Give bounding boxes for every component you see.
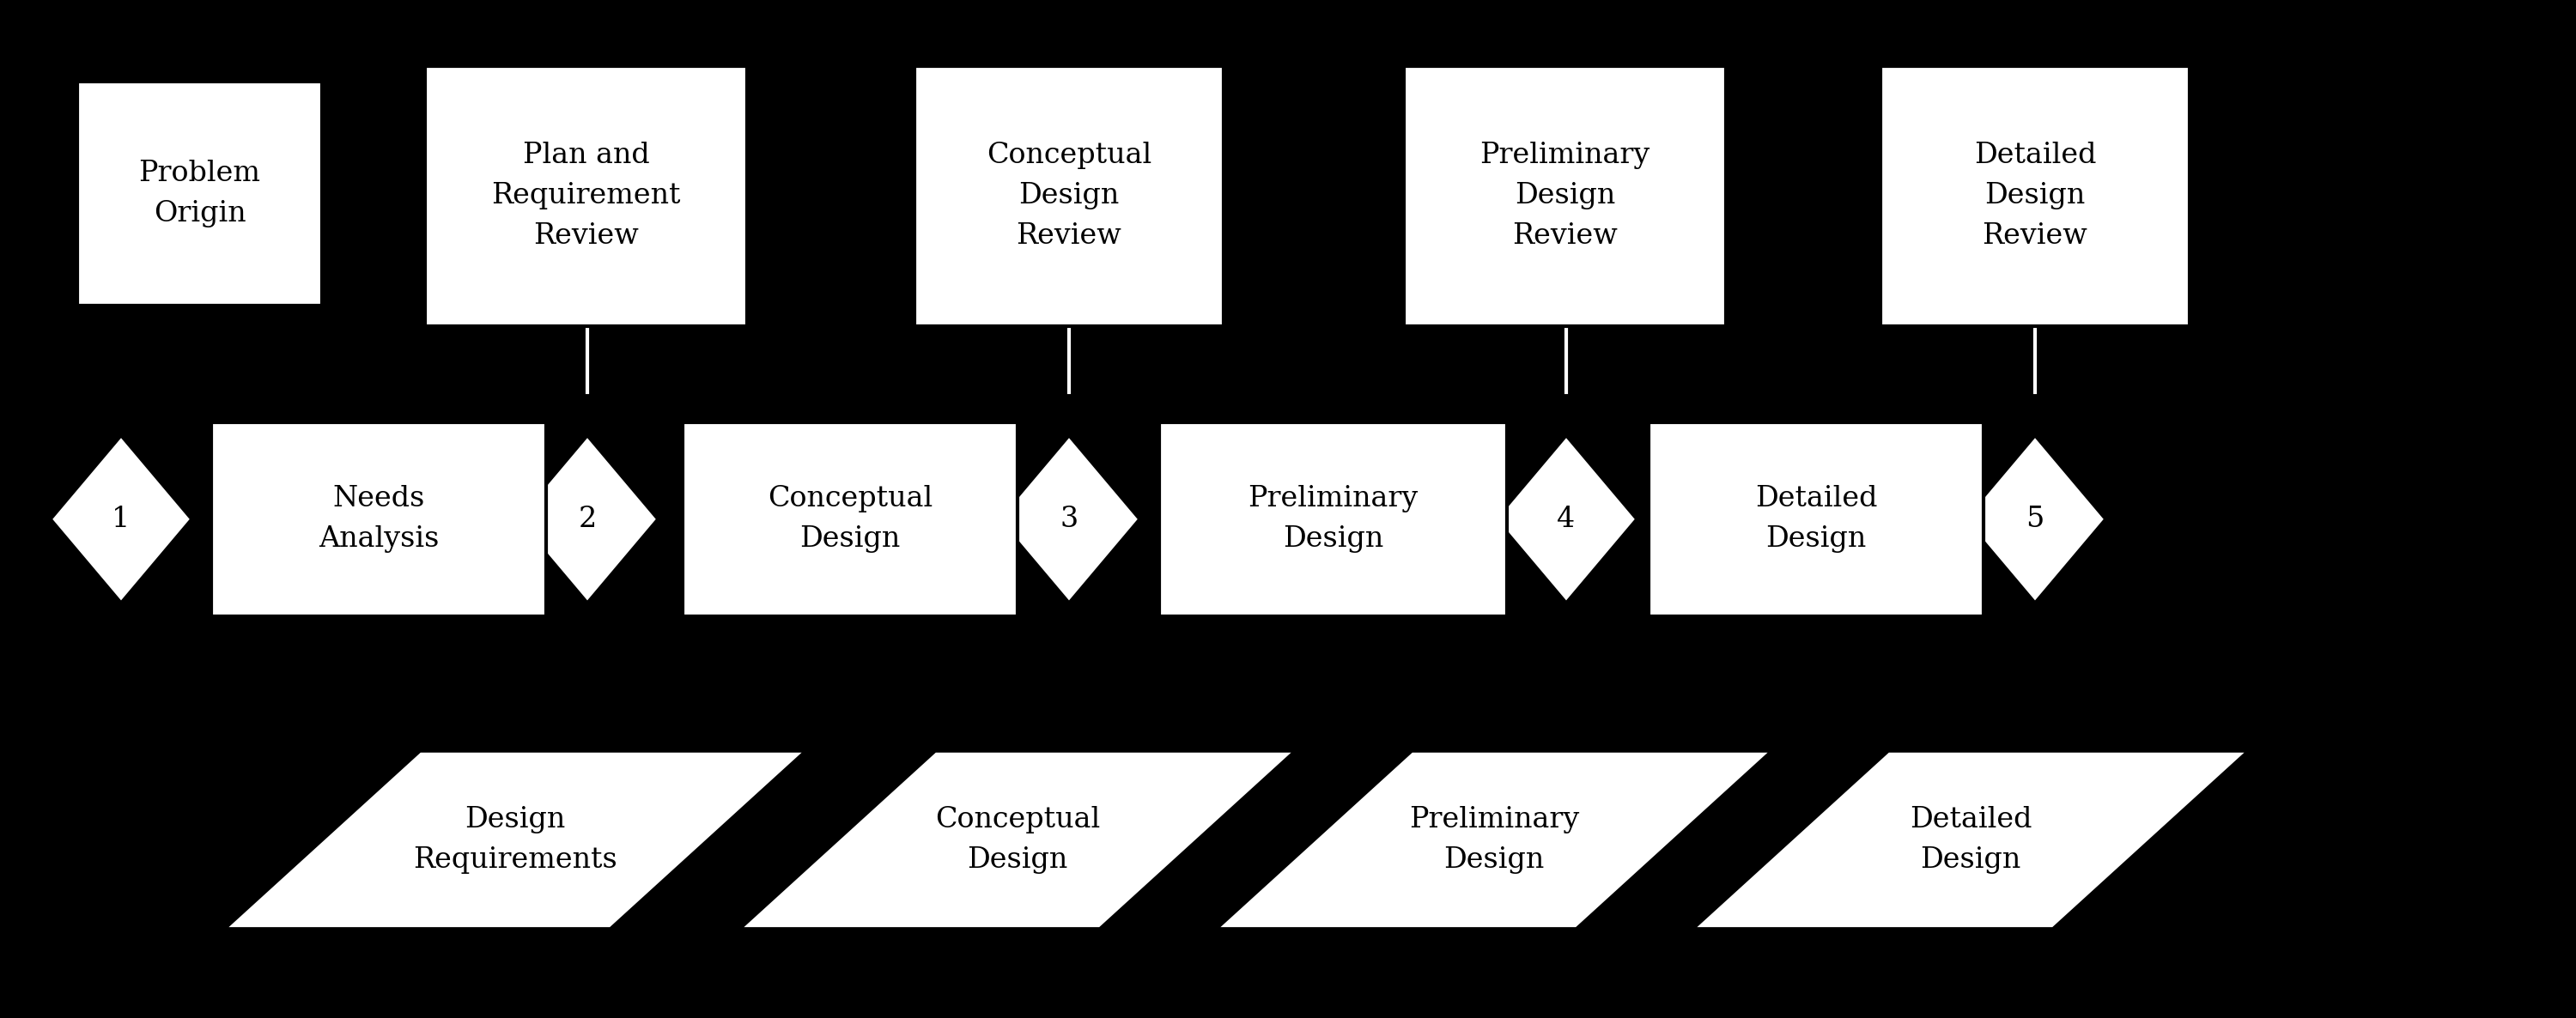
Text: Conceptual
Design: Conceptual Design [935,806,1100,873]
Text: Problem
Origin: Problem Origin [139,160,260,227]
FancyBboxPatch shape [1404,66,1726,326]
Text: Detailed
Design
Review: Detailed Design Review [1973,142,2097,250]
FancyBboxPatch shape [914,66,1224,326]
FancyBboxPatch shape [425,66,747,326]
Text: Design
Requirements: Design Requirements [412,806,618,873]
Polygon shape [997,436,1139,603]
Polygon shape [739,751,1296,928]
Polygon shape [1963,436,2107,603]
Polygon shape [224,751,806,928]
FancyBboxPatch shape [1159,422,1507,616]
Polygon shape [1494,436,1638,603]
FancyBboxPatch shape [1649,422,1984,616]
Text: Conceptual
Design: Conceptual Design [768,486,933,553]
Polygon shape [1216,751,1772,928]
Text: Preliminary
Design: Preliminary Design [1409,806,1579,873]
Text: 4: 4 [1556,506,1577,532]
Polygon shape [1692,751,2249,928]
Text: Preliminary
Design: Preliminary Design [1247,486,1419,553]
Text: 5: 5 [2025,506,2045,532]
Text: Preliminary
Design
Review: Preliminary Design Review [1479,142,1651,250]
Text: Plan and
Requirement
Review: Plan and Requirement Review [492,142,680,250]
FancyBboxPatch shape [77,81,322,305]
FancyBboxPatch shape [211,422,546,616]
Polygon shape [515,436,659,603]
Text: Detailed
Design: Detailed Design [1754,486,1878,553]
Text: 3: 3 [1059,506,1079,532]
Text: Needs
Analysis: Needs Analysis [319,486,438,553]
Text: 1: 1 [111,506,131,532]
Text: Conceptual
Design
Review: Conceptual Design Review [987,142,1151,250]
Text: Detailed
Design: Detailed Design [1909,806,2032,873]
Text: 2: 2 [577,506,598,532]
Polygon shape [52,436,191,603]
FancyBboxPatch shape [1880,66,2190,326]
FancyBboxPatch shape [683,422,1018,616]
